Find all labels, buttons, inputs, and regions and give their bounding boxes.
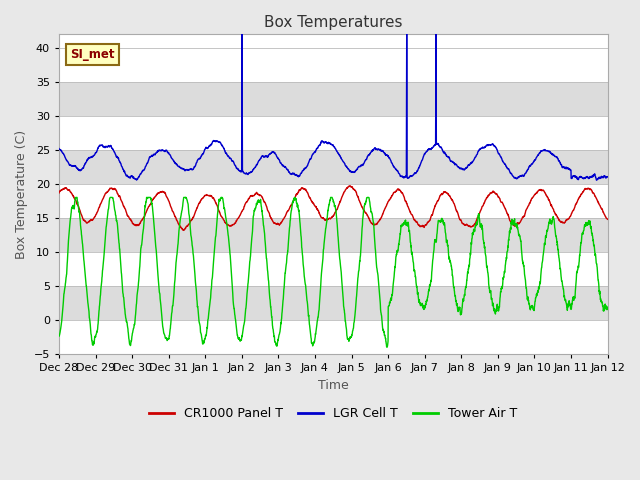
Legend: CR1000 Panel T, LGR Cell T, Tower Air T: CR1000 Panel T, LGR Cell T, Tower Air T	[144, 402, 522, 425]
Bar	[59, 48, 607, 82]
Title: Box Temperatures: Box Temperatures	[264, 15, 403, 30]
Bar	[59, 218, 607, 252]
Bar	[59, 82, 607, 116]
Bar	[59, 252, 607, 286]
Bar	[59, 184, 607, 218]
Bar	[59, 286, 607, 320]
Bar	[59, 34, 607, 48]
Bar	[59, 150, 607, 184]
X-axis label: Time: Time	[318, 379, 349, 392]
Bar	[59, 320, 607, 354]
Y-axis label: Box Temperature (C): Box Temperature (C)	[15, 130, 28, 259]
Text: SI_met: SI_met	[70, 48, 115, 61]
Bar	[59, 116, 607, 150]
